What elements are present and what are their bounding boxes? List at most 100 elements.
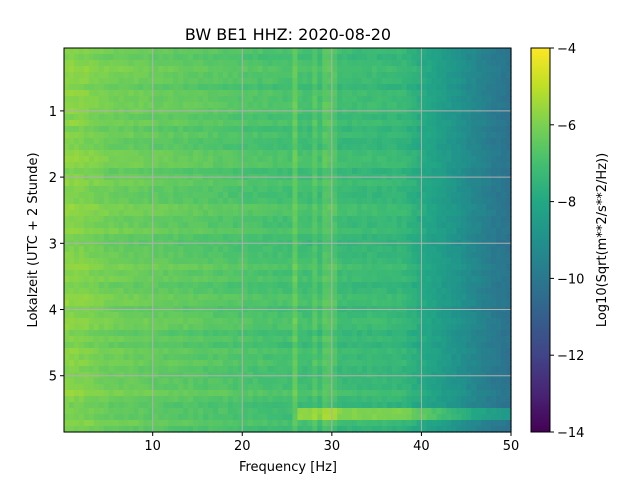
heatmap-cell <box>163 192 169 199</box>
heatmap-cell <box>277 348 284 355</box>
heatmap-cell <box>401 132 408 139</box>
heatmap-cell <box>491 78 497 85</box>
heatmap-cell <box>471 294 477 301</box>
heatmap-cell <box>213 150 219 157</box>
heatmap-cell <box>366 186 373 193</box>
heatmap-cell <box>73 294 80 301</box>
heatmap-cell <box>217 342 224 349</box>
heatmap-cell <box>446 48 452 55</box>
heatmap-cell <box>396 258 403 265</box>
heatmap-cell <box>481 144 487 151</box>
heatmap-cell <box>237 354 244 361</box>
heatmap-cell <box>198 312 204 319</box>
heatmap-cell <box>183 78 189 85</box>
heatmap-cell <box>371 180 378 187</box>
heatmap-cell <box>108 60 115 67</box>
heatmap-cell <box>386 300 393 307</box>
heatmap-cell <box>133 216 140 223</box>
heatmap-cell <box>272 126 279 133</box>
heatmap-cell <box>133 336 140 343</box>
heatmap-cell <box>426 222 433 229</box>
heatmap-cell <box>471 96 477 103</box>
heatmap-cell <box>416 258 423 265</box>
heatmap-cell <box>287 354 294 361</box>
heatmap-cell <box>426 90 433 97</box>
heatmap-cell <box>391 48 398 55</box>
heatmap-cell <box>327 222 333 229</box>
heatmap-cell <box>436 90 443 97</box>
heatmap-cell <box>476 156 482 163</box>
heatmap-cell <box>501 132 507 139</box>
heatmap-cell <box>168 54 174 61</box>
heatmap-cell <box>208 360 214 367</box>
heatmap-cell <box>83 186 90 193</box>
heatmap-cell <box>292 222 299 229</box>
heatmap-cell <box>148 294 154 301</box>
heatmap-cell <box>411 354 418 361</box>
heatmap-cell <box>88 288 95 295</box>
heatmap-cell <box>222 144 229 151</box>
heatmap-cell <box>98 180 105 187</box>
heatmap-cell <box>401 102 408 109</box>
heatmap-cell <box>103 120 110 127</box>
heatmap-cell <box>302 354 308 361</box>
heatmap-cell <box>416 144 423 151</box>
heatmap-cell <box>342 222 348 229</box>
heatmap-cell <box>297 54 303 61</box>
heatmap-cell <box>501 198 507 205</box>
heatmap-cell <box>297 204 303 211</box>
heatmap-cell <box>466 348 472 355</box>
heatmap-cell <box>421 102 428 109</box>
heatmap-cell <box>217 378 224 385</box>
heatmap-cell <box>371 342 378 349</box>
heatmap-cell <box>376 132 383 139</box>
heatmap-cell <box>272 282 279 289</box>
heatmap-cell <box>332 264 338 271</box>
heatmap-cell <box>481 348 487 355</box>
heatmap-cell <box>237 360 244 367</box>
heatmap-cell <box>491 144 497 151</box>
heatmap-cell <box>138 378 145 385</box>
heatmap-cell <box>506 168 512 175</box>
heatmap-cell <box>267 72 274 79</box>
heatmap-cell <box>386 102 393 109</box>
heatmap-cell <box>436 264 443 271</box>
heatmap-cell <box>396 204 403 211</box>
heatmap-cell <box>193 54 199 61</box>
heatmap-cell <box>128 156 135 163</box>
heatmap-cell <box>506 198 512 205</box>
heatmap-cell <box>83 216 90 223</box>
heatmap-cell <box>163 180 169 187</box>
heatmap-cell <box>173 60 179 67</box>
heatmap-cell <box>222 132 229 139</box>
heatmap-cell <box>148 336 154 343</box>
heatmap-cell <box>357 276 363 283</box>
heatmap-cell <box>148 192 154 199</box>
heatmap-cell <box>406 222 413 229</box>
heatmap-cell <box>133 204 140 211</box>
heatmap-cell <box>441 336 448 343</box>
heatmap-cell <box>352 126 358 133</box>
heatmap-cell <box>78 90 85 97</box>
heatmap-cell <box>362 246 368 253</box>
heatmap-cell <box>188 78 194 85</box>
heatmap-cell <box>386 324 393 331</box>
heatmap-cell <box>98 84 105 91</box>
heatmap-cell <box>406 342 413 349</box>
heatmap-cell <box>436 54 443 61</box>
heatmap-cell <box>302 312 308 319</box>
heatmap-cell <box>362 120 368 127</box>
heatmap-cell <box>297 138 303 145</box>
heatmap-cell <box>322 270 328 277</box>
heatmap-cell <box>461 90 467 97</box>
heatmap-cell <box>118 378 125 385</box>
heatmap-cell <box>163 336 169 343</box>
heatmap-cell <box>426 366 433 373</box>
heatmap-cell <box>108 276 115 283</box>
heatmap-cell <box>188 342 194 349</box>
heatmap-cell <box>168 102 174 109</box>
heatmap-cell <box>98 162 105 169</box>
heatmap-cell <box>173 150 179 157</box>
heatmap-cell <box>213 90 219 97</box>
heatmap-cell <box>297 126 303 133</box>
